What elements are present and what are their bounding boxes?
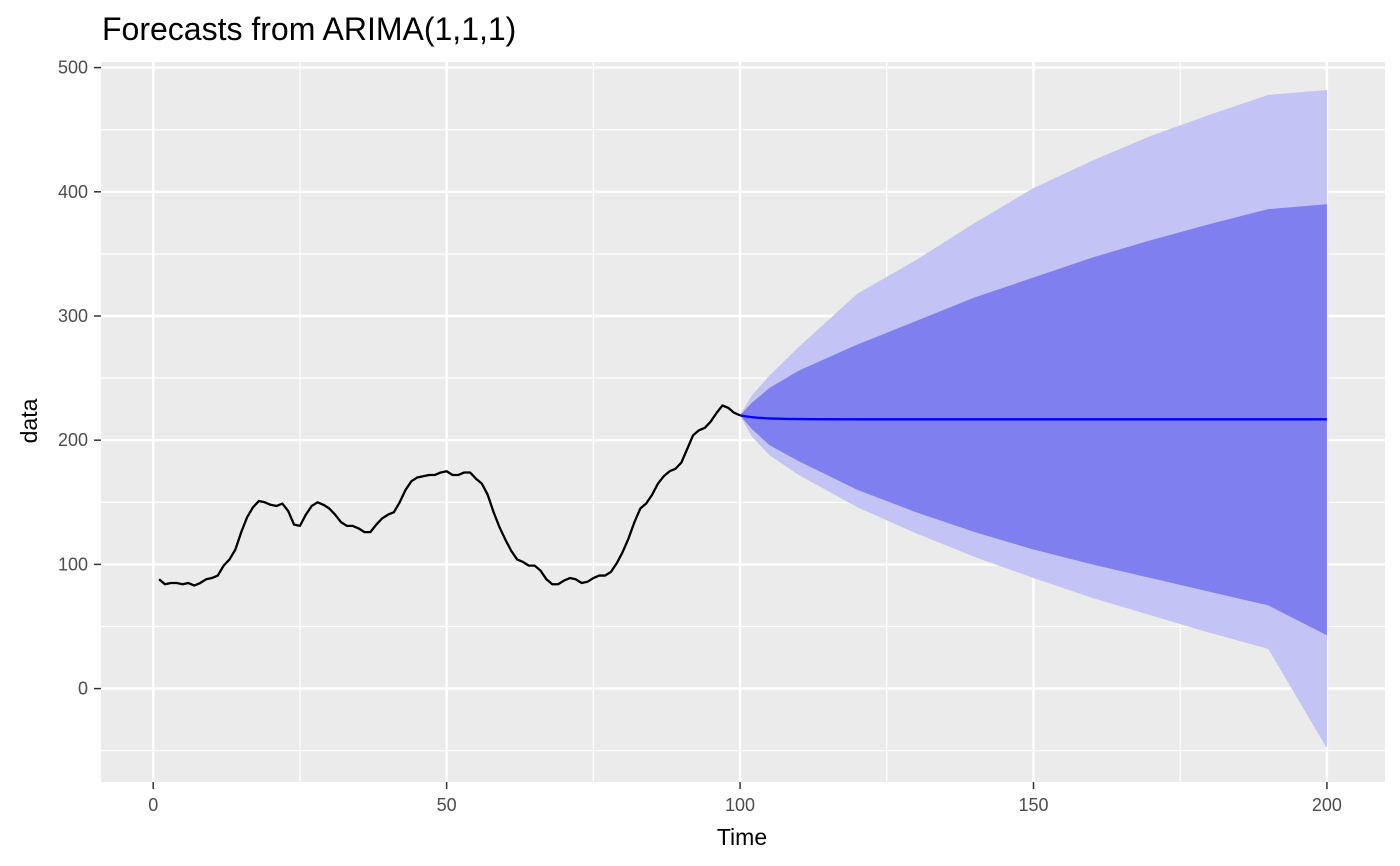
y-tick-label: 200 [58,430,88,450]
x-tick-label: 100 [725,795,755,815]
axis-tick-labels: 0 50 100 150 200 0 100 200 300 400 500 [58,58,1342,815]
y-tick-label: 100 [58,554,88,574]
series-lines [158,404,1327,587]
chart-title: Forecasts from ARIMA(1,1,1) [102,11,516,47]
x-tick-label: 50 [437,795,457,815]
y-axis-title: data [16,398,42,443]
x-tick-label: 150 [1018,795,1048,815]
x-tick-label: 0 [148,795,158,815]
x-tick-label: 200 [1312,795,1342,815]
y-tick-label: 300 [58,306,88,326]
x-axis-title: Time [717,824,767,850]
forecast-line [739,414,1327,421]
observed-series-line [158,404,741,587]
axis-ticks [94,66,1328,789]
y-tick-label: 400 [58,182,88,202]
y-tick-label: 500 [58,58,88,78]
y-tick-label: 0 [78,679,88,699]
